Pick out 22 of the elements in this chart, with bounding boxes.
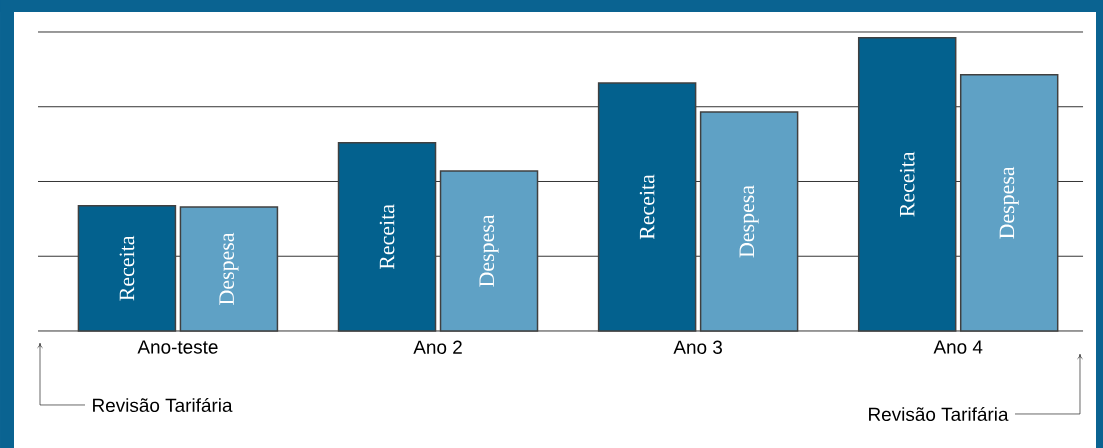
text: Receita [379, 204, 395, 270]
bar [857, 37, 957, 332]
x-tick-label: Ano-teste [137, 340, 218, 354]
series-label: Despesa [219, 232, 239, 305]
text: Receita [639, 174, 655, 240]
text: Despesa [739, 185, 759, 258]
bar [179, 206, 279, 332]
bar [337, 142, 437, 332]
bar [699, 111, 799, 332]
text: Despesa [999, 166, 1019, 239]
x-tick-label: Ano 4 [933, 340, 983, 354]
bar [959, 74, 1059, 332]
x-tick-label: Ano 2 [413, 340, 462, 354]
text: Revisão Tarifária [869, 406, 1009, 422]
text: Receita [899, 151, 915, 217]
series-label: Receita [119, 235, 135, 301]
text: Despesa [479, 214, 499, 287]
bar [77, 205, 177, 332]
text: Revisão Tarifária [93, 397, 233, 413]
x-tick-label: Ano 3 [673, 340, 722, 354]
bar [597, 82, 697, 332]
bar [439, 170, 539, 332]
